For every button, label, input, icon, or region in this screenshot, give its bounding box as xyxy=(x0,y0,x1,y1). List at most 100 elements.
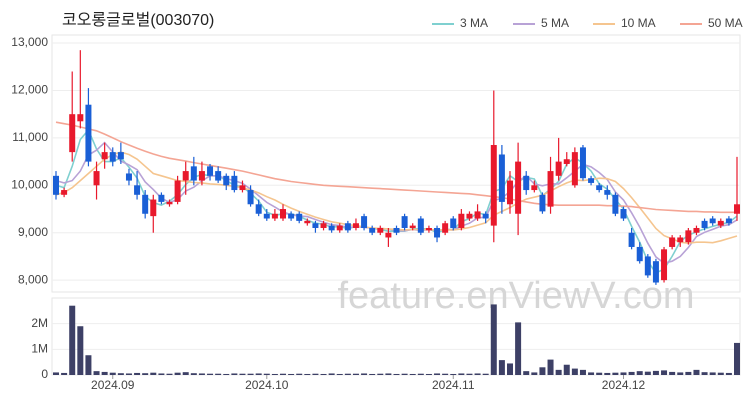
candle-body xyxy=(523,175,530,191)
volume-bar xyxy=(69,305,76,375)
volume-bar xyxy=(223,373,230,375)
candle-body xyxy=(231,175,238,191)
candle-body xyxy=(442,223,449,233)
volume-bar xyxy=(490,304,497,375)
legend-label: 5 MA xyxy=(541,16,569,30)
candle-body xyxy=(515,161,522,214)
candle-body xyxy=(190,166,197,181)
candle-body xyxy=(296,213,303,221)
volume-bar xyxy=(661,370,668,375)
candle-body xyxy=(474,211,481,219)
volume-bar xyxy=(417,373,424,375)
candle-body xyxy=(612,194,619,214)
candle-body xyxy=(247,190,254,205)
volume-pane xyxy=(51,297,741,376)
volume-bar xyxy=(134,372,141,375)
volume-bar xyxy=(652,370,659,375)
volume-bar xyxy=(158,373,165,375)
candle-body xyxy=(150,199,157,217)
candle-body xyxy=(207,166,214,176)
volume-bar xyxy=(425,373,432,375)
candle-body xyxy=(263,213,270,219)
candle-body xyxy=(547,171,554,207)
candle-body xyxy=(401,216,408,228)
candle-body xyxy=(182,171,189,181)
y-tick-label: 8,000 xyxy=(18,272,48,286)
volume-bar xyxy=(255,373,262,375)
volume-tick-label: 1M xyxy=(31,342,48,356)
candle-body xyxy=(320,223,327,228)
candle-body xyxy=(271,213,278,219)
volume-bar xyxy=(547,359,554,375)
candle-body xyxy=(490,145,497,226)
volume-bar xyxy=(466,373,473,375)
volume-bar xyxy=(117,373,124,375)
legend-label: 50 MA xyxy=(708,16,743,30)
candle-body xyxy=(77,114,84,122)
volume-bar xyxy=(174,372,181,375)
legend-label: 10 MA xyxy=(621,16,656,30)
candle-body xyxy=(312,223,319,228)
volume-bar xyxy=(628,371,635,375)
candle-body xyxy=(385,232,392,238)
volume-bar xyxy=(677,372,684,375)
volume-bar xyxy=(142,373,149,375)
candle-body xyxy=(669,237,676,247)
candle-body xyxy=(555,161,562,176)
volume-bar xyxy=(612,372,619,375)
volume-bar xyxy=(709,372,716,375)
volume-bar xyxy=(328,373,335,375)
candle-body xyxy=(328,225,335,231)
candle-body xyxy=(288,213,295,219)
volume-bar xyxy=(701,372,708,375)
candle-body xyxy=(466,213,473,219)
x-tick-label: 2024.12 xyxy=(602,378,646,392)
candle-body xyxy=(109,152,116,162)
volume-bar xyxy=(450,373,457,375)
candle-body xyxy=(709,218,716,224)
y-tick-label: 13,000 xyxy=(11,35,48,49)
volume-bar xyxy=(401,373,408,375)
volume-bar xyxy=(198,373,205,375)
candle-body xyxy=(158,194,165,202)
volume-bar xyxy=(498,360,505,375)
candle-body xyxy=(61,190,68,195)
volume-bar xyxy=(61,372,68,375)
candle-body xyxy=(101,152,108,160)
volume-bar xyxy=(207,373,214,375)
volume-bar xyxy=(442,373,449,375)
candle-body xyxy=(693,227,700,233)
candle-body xyxy=(255,204,262,214)
y-tick-label: 11,000 xyxy=(12,130,48,144)
candle-body xyxy=(628,232,635,247)
volume-bar xyxy=(571,368,578,375)
candle-body xyxy=(507,180,513,205)
volume-bar xyxy=(101,371,108,375)
volume-bar xyxy=(717,372,724,375)
volume-bar xyxy=(725,372,732,375)
candle-body xyxy=(409,225,416,228)
candle-body xyxy=(644,256,651,276)
volume-bar xyxy=(385,373,392,375)
candle-body xyxy=(142,194,149,214)
candle-body xyxy=(134,185,141,195)
candle-body xyxy=(571,152,578,186)
volume-bar xyxy=(434,373,441,375)
volume-bar xyxy=(247,373,254,375)
volume-bar xyxy=(336,373,343,375)
candle-body xyxy=(393,227,400,233)
candle-body xyxy=(588,178,595,183)
volume-bar xyxy=(109,372,116,375)
candle-body xyxy=(239,185,246,191)
candle-body xyxy=(685,230,692,243)
volume-bar xyxy=(539,367,546,375)
chart-title: 코오롱글로벌(003070) xyxy=(62,11,214,29)
candle-body xyxy=(280,209,286,219)
volume-bar xyxy=(474,373,481,375)
volume-bar xyxy=(239,373,246,375)
candle-body xyxy=(174,180,181,202)
volume-bar xyxy=(369,373,376,375)
volume-bar xyxy=(271,373,278,375)
volume-bar xyxy=(215,373,222,375)
